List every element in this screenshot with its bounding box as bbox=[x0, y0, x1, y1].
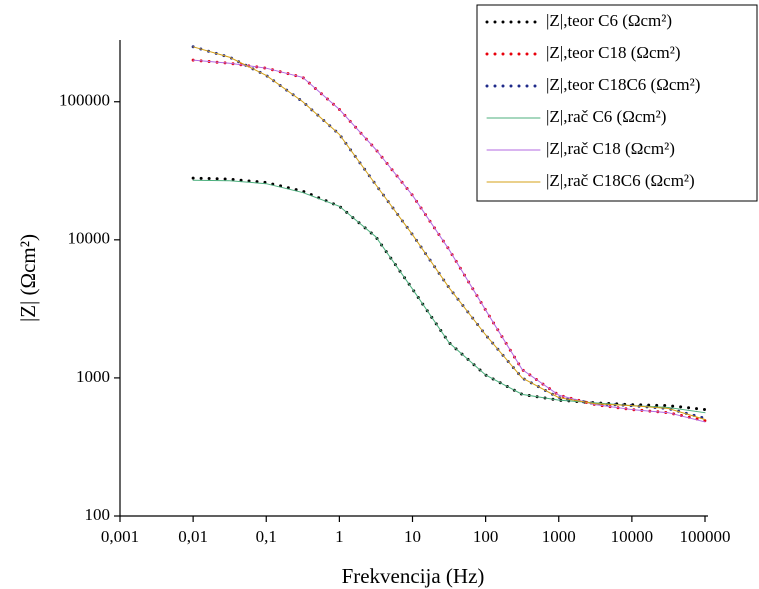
y-tick-label: 100000 bbox=[59, 91, 110, 110]
legend-label: |Z|,rač C6 (Ωcm²) bbox=[546, 107, 666, 126]
x-tick-label: 0,001 bbox=[101, 527, 139, 546]
y-axis-label: |Z| (Ωcm²) bbox=[16, 234, 40, 322]
x-axis-label: Frekvencija (Hz) bbox=[342, 564, 485, 588]
x-tick-label: 0,01 bbox=[178, 527, 208, 546]
x-tick-label: 1 bbox=[335, 527, 344, 546]
x-tick-label: 1000 bbox=[542, 527, 576, 546]
legend-label: |Z|,teor C6 (Ωcm²) bbox=[546, 11, 672, 30]
y-tick-label: 100 bbox=[85, 505, 111, 524]
legend-label: |Z|,rač C18 (Ωcm²) bbox=[546, 139, 675, 158]
x-tick-label: 10000 bbox=[611, 527, 654, 546]
x-tick-label: 100000 bbox=[680, 527, 731, 546]
legend-label: |Z|,teor C18 (Ωcm²) bbox=[546, 43, 681, 62]
x-tick-label: 10 bbox=[404, 527, 421, 546]
x-tick-label: 100 bbox=[473, 527, 499, 546]
y-tick-label: 1000 bbox=[76, 367, 110, 386]
legend-box bbox=[476, 4, 758, 202]
x-tick-label: 0,1 bbox=[256, 527, 277, 546]
y-tick-label: 10000 bbox=[68, 229, 111, 248]
series-line bbox=[192, 46, 706, 420]
legend-label: |Z|,teor C18C6 (Ωcm²) bbox=[546, 75, 700, 94]
series-line bbox=[192, 59, 706, 423]
series-line bbox=[192, 179, 706, 414]
series-line bbox=[191, 176, 707, 412]
legend-label: |Z|,rač C18C6 (Ωcm²) bbox=[546, 171, 695, 190]
